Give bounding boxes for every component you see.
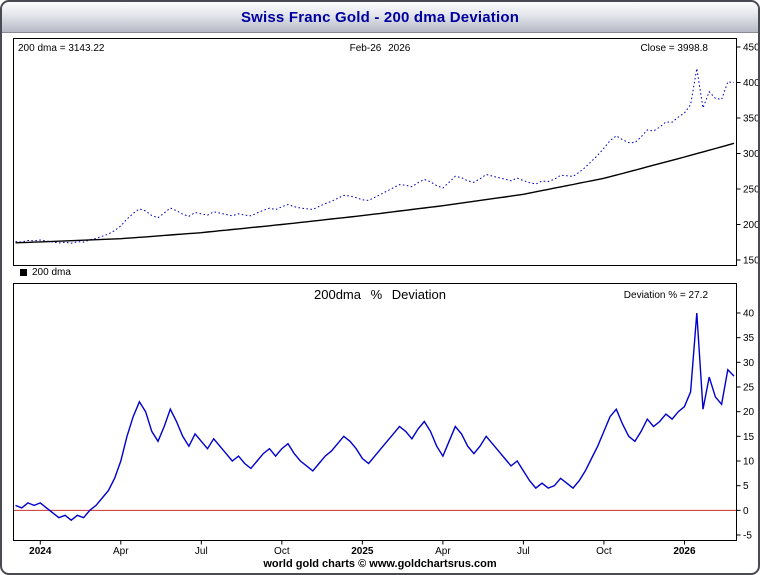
x-axis-tick-label: Apr bbox=[435, 546, 451, 557]
page-title: Swiss Franc Gold - 200 dma Deviation bbox=[240, 8, 520, 26]
y-axis-tick-label: 25 bbox=[743, 383, 755, 394]
y-axis-tick-label: -5 bbox=[743, 531, 752, 542]
title-bar: Swiss Franc Gold - 200 dma Deviation bbox=[2, 2, 758, 33]
dma-value-label: 200 dma = 3143.22 bbox=[18, 43, 105, 54]
y-axis-tick-label: 20 bbox=[743, 407, 755, 418]
x-axis-tick-label: 2024 bbox=[29, 546, 52, 557]
price-chart: 4500 4000 3500 3000 2500 2000 1500 bbox=[13, 38, 758, 267]
y-axis-tick-label: 3500 bbox=[743, 114, 760, 125]
x-axis-tick-label: Jul bbox=[517, 546, 530, 557]
x-axis-tick-label: Apr bbox=[113, 546, 129, 557]
legend-label: 200 dma bbox=[32, 267, 71, 278]
y-axis-tick-label: 0 bbox=[743, 506, 749, 517]
legend-swatch-icon bbox=[20, 269, 27, 276]
x-axis-tick-label: 2026 bbox=[673, 546, 696, 557]
footer-credit: world gold charts © www.goldchartsrus.co… bbox=[263, 558, 497, 570]
y-axis-tick-label: 3000 bbox=[743, 149, 760, 160]
deviation-pct-line bbox=[15, 312, 735, 522]
y-axis-tick-label: 40 bbox=[743, 309, 755, 320]
price-line bbox=[15, 68, 735, 244]
x-axis-tick-label: Jul bbox=[195, 546, 208, 557]
y-axis-tick-label: 10 bbox=[743, 457, 755, 468]
y-axis-tick-label: 2000 bbox=[743, 220, 760, 231]
x-axis-tick-label: Oct bbox=[274, 546, 290, 557]
deviation-chart: 40 35 30 25 20 15 10 5 0 -5 2024 Apr Jul Oct 2025 Apr Ju… bbox=[13, 283, 755, 557]
y-axis-tick-label: 30 bbox=[743, 358, 755, 369]
y-axis-tick-label: 35 bbox=[743, 333, 755, 344]
x-axis-tick-label: 2025 bbox=[351, 546, 374, 557]
deviation-value-label: Deviation % = 27.2 bbox=[623, 290, 708, 301]
close-value-label: Close = 3998.8 bbox=[640, 43, 708, 54]
y-axis-tick-label: 4000 bbox=[743, 78, 760, 89]
y-axis-tick-label: 1500 bbox=[743, 256, 760, 267]
deviation-plot-border bbox=[13, 283, 737, 541]
y-axis-tick-label: 15 bbox=[743, 432, 755, 443]
price-plot-border bbox=[13, 38, 737, 266]
y-axis-tick-label: 2500 bbox=[743, 185, 760, 196]
y-axis-tick-label: 4500 bbox=[743, 43, 760, 54]
y-axis-tick-label: 5 bbox=[743, 481, 749, 492]
x-axis-tick-label: Oct bbox=[596, 546, 612, 557]
legend: 200 dma bbox=[20, 267, 71, 278]
200-dma-line bbox=[15, 142, 735, 244]
